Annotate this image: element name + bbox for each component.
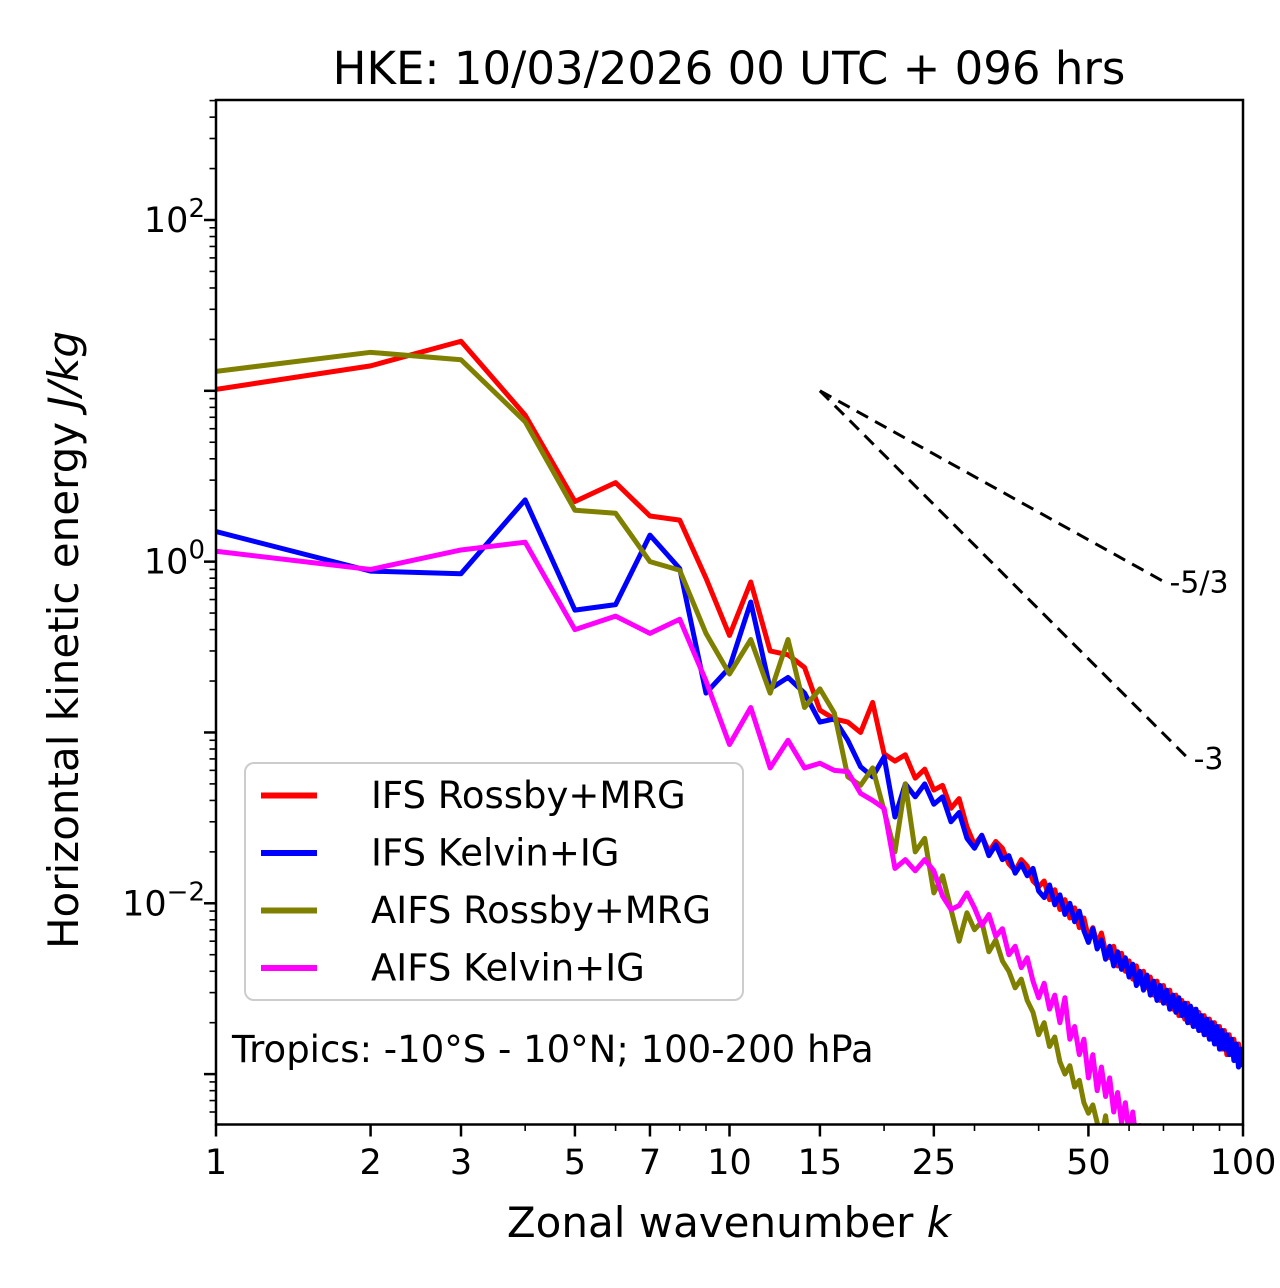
- y-axis-label-text: Horizontal kinetic energy: [39, 409, 88, 950]
- slope-guide--3: [818, 389, 1189, 759]
- series-line-aifs-kelvin-ig: [216, 539, 1143, 1125]
- legend-label-3: AIFS Kelvin+IG: [371, 947, 645, 990]
- slope-guide--5/3: [819, 389, 1165, 583]
- x-axis-label-text: Zonal wavenumber: [507, 1198, 927, 1247]
- x-tick-label: 15: [798, 1143, 843, 1183]
- slope-label-0: -5/3: [1169, 565, 1228, 600]
- data-series: [216, 338, 1243, 1125]
- y-tick-label: 100: [144, 536, 205, 583]
- legend: IFS Rossby+MRG IFS Kelvin+IG AIFS Rossby…: [244, 762, 744, 1001]
- legend-label-1: IFS Kelvin+IG: [371, 832, 619, 875]
- slope-guide-lines: [818, 389, 1189, 759]
- x-tick-label: 50: [1066, 1143, 1111, 1183]
- x-axis-label: Zonal wavenumber k: [507, 1198, 953, 1247]
- x-tick-label: 25: [912, 1143, 957, 1183]
- y-tick-label: 10−2: [122, 877, 205, 924]
- y-axis-label-units: J/kg: [39, 331, 88, 416]
- x-tick-label: 10: [707, 1143, 752, 1183]
- legend-box: [244, 762, 744, 1001]
- series-line-ifs-kelvin-ig: [216, 497, 1243, 1070]
- x-axis-label-symbol: k: [927, 1198, 953, 1247]
- chart-title: HKE: 10/03/2026 00 UTC + 096 hrs: [333, 42, 1126, 95]
- x-tick-label: 100: [1210, 1143, 1277, 1183]
- x-tick-label: 2: [359, 1143, 381, 1183]
- x-tick-label: 7: [639, 1143, 661, 1183]
- slope-label-1: -3: [1194, 742, 1224, 777]
- y-tick-label: 102: [144, 194, 205, 241]
- legend-label-0: IFS Rossby+MRG: [371, 774, 686, 817]
- x-tick-label: 3: [450, 1143, 472, 1183]
- plot-frame: [214, 98, 1245, 1126]
- x-tick-label: 5: [564, 1143, 586, 1183]
- y-axis-label: Horizontal kinetic energy J/kg: [39, 331, 88, 949]
- axis-ticks: 1 2 3 5 7 10 15 25 50 100 102 100 10−2: [122, 99, 1277, 1183]
- x-tick-label: 1: [205, 1143, 227, 1183]
- region-annotation: Tropics: -10°S - 10°N; 100-200 hPa: [231, 1028, 874, 1071]
- series-line-aifs-rossby-mrg: [216, 349, 1110, 1125]
- legend-label-2: AIFS Rossby+MRG: [371, 889, 711, 932]
